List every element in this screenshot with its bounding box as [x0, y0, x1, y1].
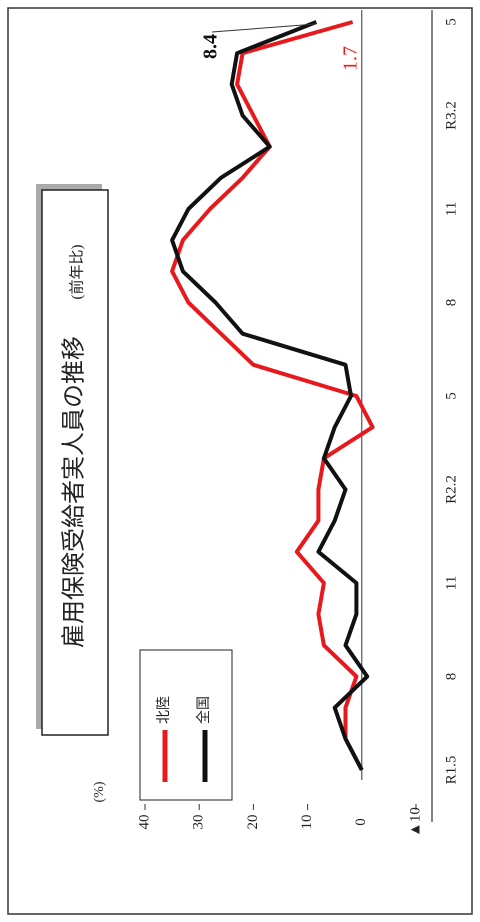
y-tick-label: 0 — [353, 818, 369, 826]
x-tick-label: R1.5 — [443, 756, 459, 785]
y-axis-label: (%) — [92, 781, 107, 802]
chart-title: 雇用保険受給者実人員の推移 — [61, 336, 88, 648]
x-tick-label: R3.2 — [443, 101, 459, 130]
series-line — [170, 20, 370, 771]
x-tick-label: 11 — [443, 202, 459, 216]
y-tick-label: 40 — [136, 815, 152, 830]
page-frame — [7, 7, 473, 915]
x-tick-label: 5 — [443, 392, 459, 400]
legend-label: 北陸 — [156, 696, 172, 724]
x-tick-label: 5 — [443, 18, 459, 26]
data-label: 1.7 — [340, 46, 362, 71]
legend-box — [139, 649, 233, 801]
leader-line — [211, 23, 317, 33]
x-tick-label: 8 — [443, 299, 459, 307]
x-tick-label: 11 — [443, 576, 459, 590]
x-tick-label: 8 — [443, 673, 459, 681]
y-tick-label: 30 — [191, 815, 207, 830]
x-tick-label: R2.2 — [443, 475, 459, 504]
rotated-chart: 雇用保険受給者実人員の推移 (前年比) (%) ▲10 0 10 20 30 40 R1.5… — [36, 10, 459, 837]
legend-label: 全国 — [195, 696, 212, 724]
y-tick-label: 10 — [299, 815, 315, 830]
title-box — [41, 189, 109, 736]
data-label: 8.4 — [200, 34, 222, 59]
chart-subtitle: (前年比) — [68, 245, 85, 300]
y-tick-label: 20 — [245, 815, 261, 830]
y-tick-label: ▲10 — [407, 807, 423, 837]
